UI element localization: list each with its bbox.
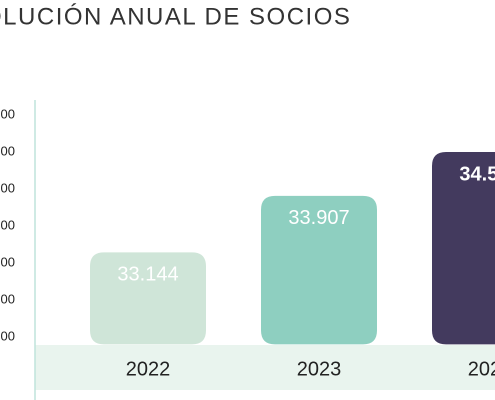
x-tick-label: 2024: [468, 358, 495, 380]
bar: [90, 252, 206, 345]
value-label: 34.500: [459, 163, 495, 185]
x-tick-label: 2023: [297, 358, 342, 380]
value-label: 33.907: [288, 207, 349, 229]
y-tick-label: 32.000: [0, 328, 15, 343]
category-band: [35, 345, 495, 390]
value-label: 33.144: [117, 264, 178, 286]
y-tick-label: 32.500: [0, 291, 15, 306]
x-tick-label: 2022: [126, 358, 171, 380]
chart-title: EVOLUCIÓN ANUAL DE SOCIOS: [0, 3, 351, 30]
bar: [261, 195, 377, 345]
y-tick-label: 34.500: [0, 143, 15, 158]
y-tick-label: 33.500: [0, 217, 15, 232]
y-tick-label: 35.000: [0, 106, 15, 121]
y-tick-label: 33.000: [0, 254, 15, 269]
bar: [432, 152, 495, 345]
y-tick-label: 34.000: [0, 180, 15, 195]
